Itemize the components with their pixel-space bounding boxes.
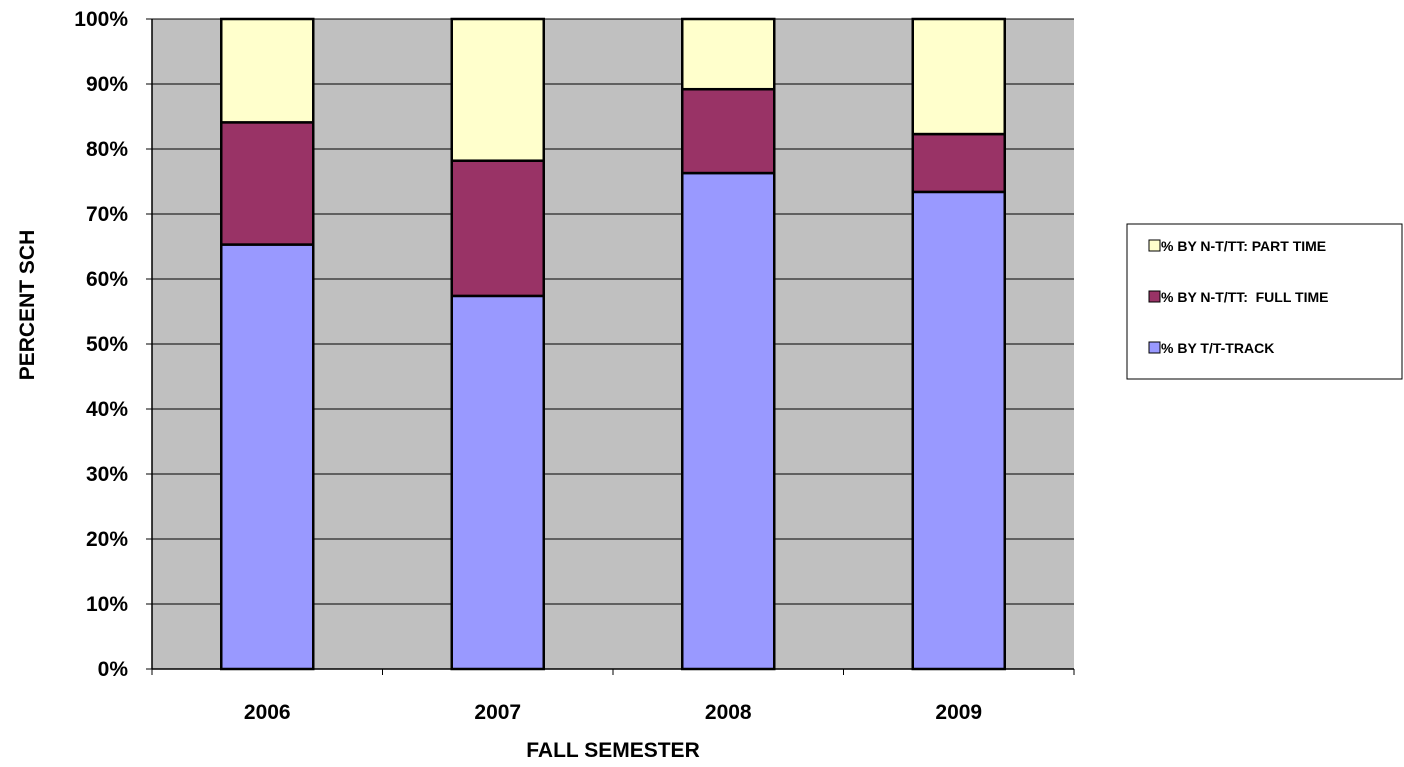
legend-swatch	[1149, 342, 1160, 353]
x-tick-label: 2008	[705, 701, 752, 724]
legend-label: % BY T/T-TRACK	[1161, 340, 1274, 356]
y-tick-label: 70%	[86, 203, 128, 226]
x-axis-title: FALL SEMESTER	[526, 739, 699, 762]
y-tick-label: 60%	[86, 268, 128, 291]
legend: % BY N-T/TT: PART TIME % BY N-T/TT: FULL …	[1127, 224, 1402, 379]
bar-segment	[913, 19, 1005, 134]
legend-label: % BY N-T/TT: PART TIME	[1161, 238, 1326, 254]
bar-segment	[452, 161, 544, 296]
y-ticks: 0% 10% 20% 30% 40% 50% 60% 70% 80% 90% 100%	[74, 8, 152, 681]
x-ticks: 2006 2007 2008 2009	[152, 669, 1074, 724]
x-tick-label: 2007	[474, 701, 521, 724]
bar-segment	[221, 19, 313, 122]
bar-segment	[913, 192, 1005, 669]
y-tick-label: 20%	[86, 528, 128, 551]
legend-swatch	[1149, 291, 1160, 302]
legend-swatch	[1149, 240, 1160, 251]
bar-segment	[682, 173, 774, 669]
y-tick-label: 10%	[86, 593, 128, 616]
bar-segment	[221, 245, 313, 669]
bar-segment	[682, 19, 774, 89]
bar-segment	[452, 19, 544, 161]
bar-segment	[913, 134, 1005, 192]
y-tick-label: 80%	[86, 138, 128, 161]
x-tick-label: 2009	[935, 701, 982, 724]
x-tick-label: 2006	[244, 701, 291, 724]
y-tick-label: 0%	[98, 658, 129, 681]
bar-segment	[221, 122, 313, 244]
y-tick-label: 30%	[86, 463, 128, 486]
y-tick-label: 90%	[86, 73, 128, 96]
y-tick-label: 100%	[74, 8, 128, 31]
y-tick-label: 40%	[86, 398, 128, 421]
bar-segment	[452, 296, 544, 669]
legend-label: % BY N-T/TT: FULL TIME	[1161, 289, 1328, 305]
y-tick-label: 50%	[86, 333, 128, 356]
y-axis-title: PERCENT SCH	[16, 230, 39, 381]
bar-segment	[682, 89, 774, 173]
